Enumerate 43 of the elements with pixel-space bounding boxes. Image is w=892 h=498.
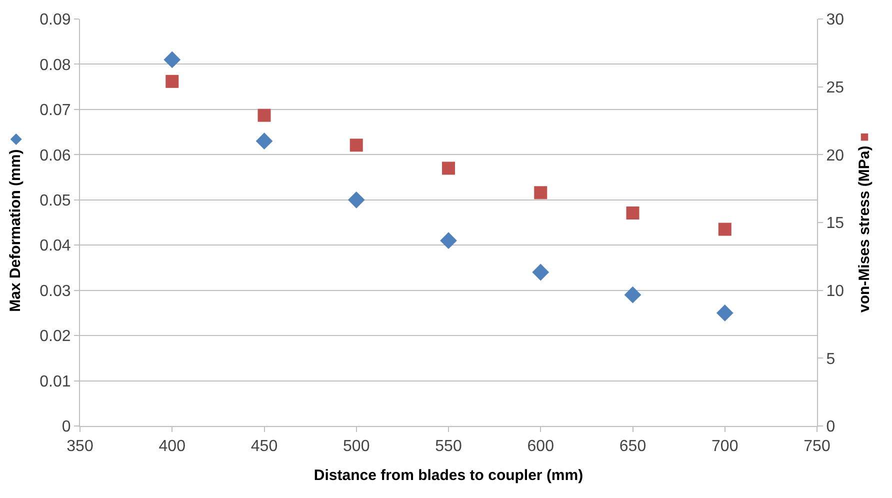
y2-tick-label: 10 — [826, 282, 844, 300]
point — [534, 186, 548, 200]
x-tick-label: 650 — [619, 438, 646, 456]
point — [258, 108, 271, 122]
y-tick-label: 0.08 — [40, 56, 71, 74]
y2-axis-title: von-Mises stress (MPa) ■ — [856, 132, 874, 312]
x-tick-label: 750 — [804, 438, 830, 456]
point — [440, 232, 457, 250]
y-tick-label: 0.05 — [40, 192, 71, 210]
point — [624, 286, 642, 304]
y-tick-label: 0.06 — [40, 147, 71, 164]
point — [166, 74, 179, 88]
point — [718, 222, 732, 236]
point — [348, 191, 365, 208]
x-axis-title: Distance from blades to coupler (mm) — [314, 467, 584, 484]
y-tick-label: 0.07 — [40, 102, 71, 120]
y2-tick-label: 25 — [826, 79, 844, 96]
point — [442, 162, 455, 175]
y-tick-label: 0.01 — [40, 373, 71, 390]
point — [350, 138, 363, 152]
x-tick-label: 500 — [343, 438, 370, 456]
y2-tick-label: 20 — [826, 147, 844, 164]
y-axis-title: Max Deformation (mm) ◆ — [6, 133, 24, 312]
y-tick-label: 0.09 — [40, 12, 71, 29]
x-tick-label: 600 — [527, 438, 554, 456]
point — [532, 264, 550, 281]
x-tick-label: 700 — [712, 438, 738, 456]
x-tick-label: 450 — [250, 438, 278, 456]
x-tick-label: 400 — [158, 438, 186, 456]
point — [256, 132, 273, 150]
y2-tick-label: 0 — [826, 418, 836, 436]
y2-tick-label: 5 — [826, 350, 836, 368]
y2-tick-label: 15 — [826, 215, 844, 232]
point — [164, 51, 181, 68]
x-tick-label: 350 — [66, 438, 94, 456]
y-tick-label: 0.02 — [40, 328, 71, 346]
x-tick-label: 550 — [435, 438, 462, 456]
point — [626, 206, 640, 220]
point — [716, 304, 734, 322]
y-tick-label: 0 — [62, 418, 71, 436]
y2-tick-label: 30 — [826, 12, 844, 29]
y-tick-label: 0.04 — [40, 238, 71, 255]
y-tick-label: 0.03 — [40, 282, 71, 300]
